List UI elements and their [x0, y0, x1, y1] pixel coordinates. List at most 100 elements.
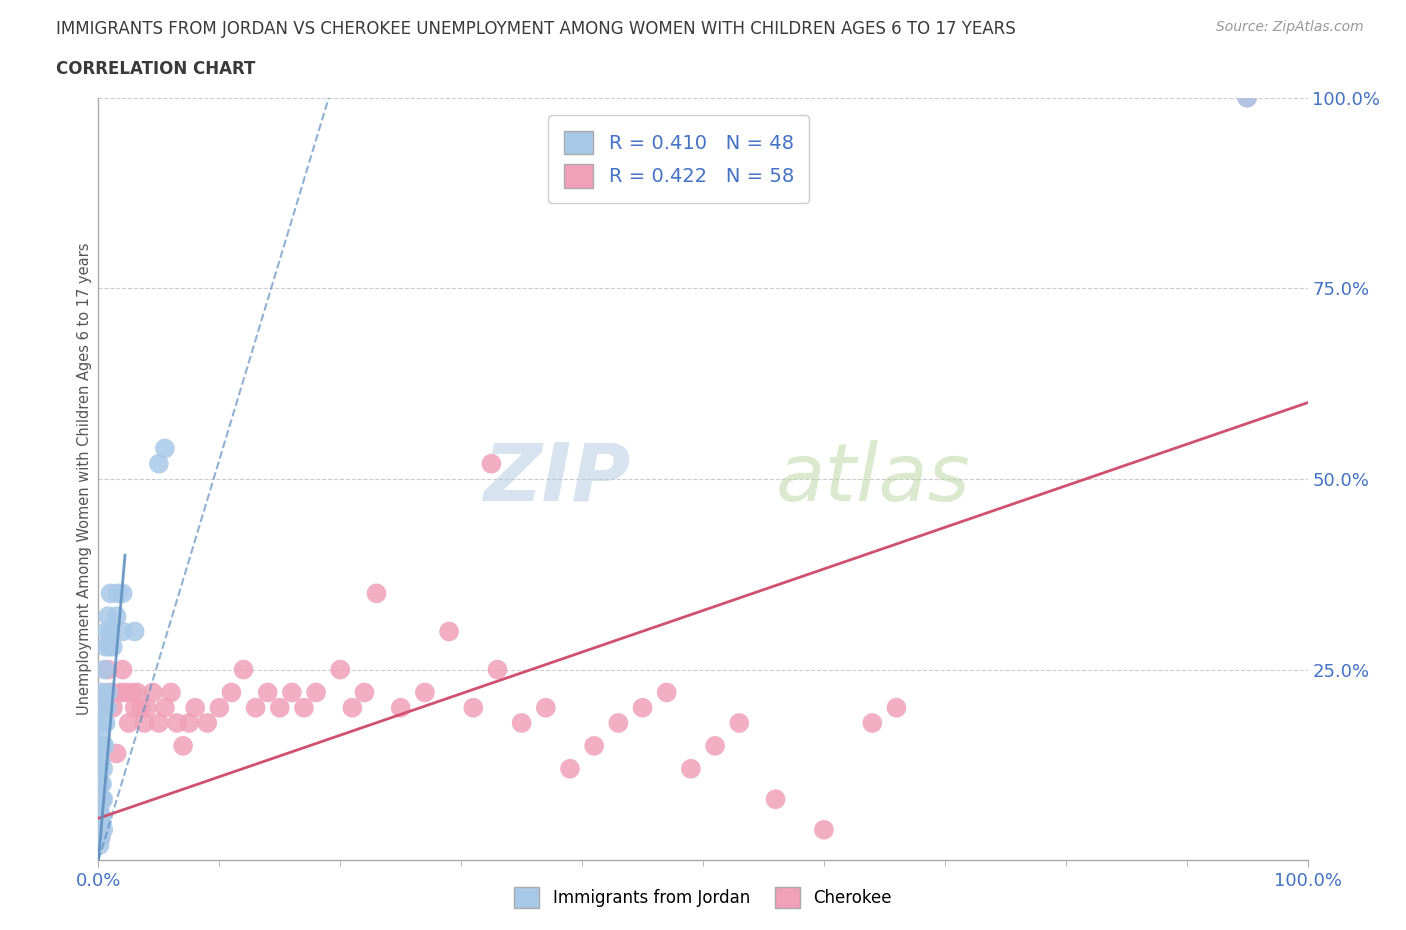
Point [89, 838, 111, 853]
Point [195, 715, 218, 730]
Text: atlas: atlas [776, 440, 970, 518]
Legend: R = 0.410   N = 48, R = 0.422   N = 58: R = 0.410 N = 48, R = 0.422 N = 58 [548, 115, 810, 204]
Point [94, 639, 117, 654]
Point [166, 715, 188, 730]
Point [127, 685, 149, 700]
Point [90, 777, 112, 791]
Point [90, 791, 112, 806]
Point [97, 662, 120, 677]
Point [91, 815, 114, 830]
Point [172, 738, 194, 753]
Point [111, 662, 134, 677]
Point [121, 685, 143, 700]
Point [105, 609, 128, 624]
Point [89, 815, 111, 830]
Point [160, 685, 183, 700]
Point [89, 777, 111, 791]
Point [101, 700, 124, 715]
Point [90, 830, 112, 844]
Point [91, 791, 114, 806]
Point [89, 830, 111, 844]
Point [90, 731, 112, 746]
Point [91, 685, 114, 700]
Point [886, 700, 908, 715]
Point [179, 715, 201, 730]
Point [413, 685, 436, 700]
Point [97, 609, 120, 624]
Point [153, 700, 176, 715]
Point [89, 822, 111, 837]
Point [534, 700, 557, 715]
Point [91, 791, 114, 806]
Point [437, 624, 460, 639]
Point [728, 715, 751, 730]
Point [135, 700, 157, 715]
Point [292, 700, 315, 715]
Point [305, 685, 328, 700]
Point [89, 800, 111, 815]
Point [94, 715, 117, 730]
Point [98, 639, 121, 654]
Text: ZIP: ZIP [484, 440, 630, 518]
Point [114, 685, 136, 700]
Point [111, 586, 134, 601]
Text: IMMIGRANTS FROM JORDAN VS CHEROKEE UNEMPLOYMENT AMONG WOMEN WITH CHILDREN AGES 6: IMMIGRANTS FROM JORDAN VS CHEROKEE UNEMP… [56, 20, 1017, 38]
Point [89, 807, 111, 822]
Point [89, 746, 111, 761]
Point [208, 700, 231, 715]
Point [93, 700, 115, 715]
Point [607, 715, 630, 730]
Point [124, 624, 146, 639]
Point [765, 791, 787, 806]
Point [256, 685, 278, 700]
Point [679, 762, 702, 777]
Point [105, 746, 128, 761]
Point [100, 685, 122, 700]
Point [111, 624, 134, 639]
Point [342, 700, 364, 715]
Point [329, 662, 352, 677]
Point [93, 700, 115, 715]
Point [463, 700, 485, 715]
Point [389, 700, 412, 715]
Point [93, 738, 115, 753]
Point [631, 700, 654, 715]
Point [90, 807, 112, 822]
Point [269, 700, 291, 715]
Point [366, 586, 388, 601]
Text: CORRELATION CHART: CORRELATION CHART [56, 60, 256, 78]
Point [281, 685, 304, 700]
Point [90, 753, 112, 768]
Point [1236, 90, 1258, 105]
Point [142, 685, 165, 700]
Point [91, 715, 114, 730]
Point [655, 685, 678, 700]
Point [583, 738, 606, 753]
Point [245, 700, 267, 715]
Point [107, 586, 129, 601]
Point [91, 738, 114, 753]
Point [510, 715, 533, 730]
Point [148, 457, 170, 472]
Point [124, 700, 146, 715]
Point [108, 685, 131, 700]
Point [101, 639, 124, 654]
Point [100, 624, 122, 639]
Point [97, 685, 120, 700]
Point [148, 715, 170, 730]
Point [91, 822, 114, 837]
Point [90, 700, 112, 715]
Point [486, 662, 509, 677]
Point [134, 715, 156, 730]
Point [100, 586, 122, 601]
Point [860, 715, 883, 730]
Point [481, 457, 503, 472]
Point [221, 685, 243, 700]
Point [93, 662, 115, 677]
Point [129, 700, 152, 715]
Text: Source: ZipAtlas.com: Source: ZipAtlas.com [1216, 20, 1364, 34]
Point [353, 685, 375, 700]
Point [96, 624, 118, 639]
Y-axis label: Unemployment Among Women with Children Ages 6 to 17 years: Unemployment Among Women with Children A… [77, 243, 91, 715]
Point [153, 441, 176, 456]
